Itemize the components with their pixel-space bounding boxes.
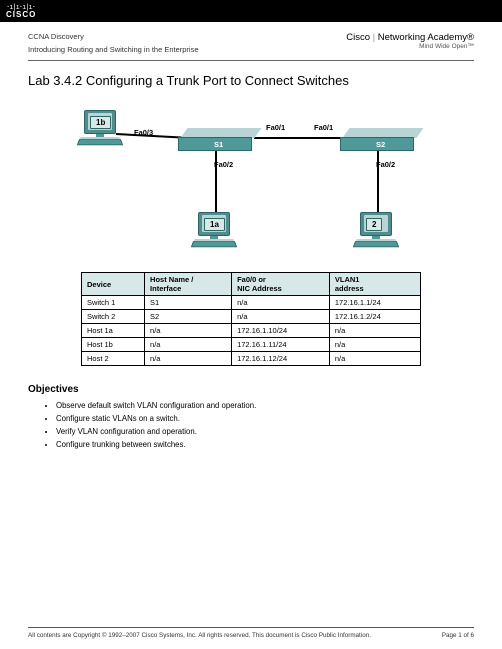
table-cell: n/a	[145, 324, 232, 338]
header-left: CCNA Discovery Introducing Routing and S…	[28, 32, 199, 54]
objective-item: Configure trunking between switches.	[56, 440, 474, 449]
switch-label: S1	[214, 140, 223, 149]
pc-label: 2	[366, 218, 382, 231]
top-bar: ·ı|ı·ı|ı· CISCO	[0, 0, 502, 22]
port-label: Fa0/2	[214, 160, 233, 169]
table-cell: 172.16.1.2/24	[329, 310, 420, 324]
table-row: Host 1an/a172.16.1.10/24n/a	[82, 324, 421, 338]
table-header: Fa0/0 orNIC Address	[232, 273, 330, 296]
table-cell: n/a	[232, 296, 330, 310]
table-row: Host 2n/a172.16.1.12/24n/a	[82, 352, 421, 366]
port-label: Fa0/3	[134, 128, 153, 137]
table-cell: Switch 2	[82, 310, 145, 324]
objectives-heading: Objectives	[28, 384, 474, 395]
table-cell: n/a	[232, 310, 330, 324]
table-cell: S1	[145, 296, 232, 310]
table-cell: n/a	[329, 338, 420, 352]
table-cell: Switch 1	[82, 296, 145, 310]
brand-tag: Mind Wide Open	[419, 43, 467, 50]
cisco-logo: ·ı|ı·ı|ı· CISCO	[6, 4, 36, 19]
table-cell: n/a	[145, 338, 232, 352]
header-row: CCNA Discovery Introducing Routing and S…	[28, 32, 474, 61]
table-cell: n/a	[329, 352, 420, 366]
table-cell: 172.16.1.10/24	[232, 324, 330, 338]
brand-right: Networking Academy	[378, 32, 467, 43]
table-cell: 172.16.1.12/24	[232, 352, 330, 366]
pc-label: 1a	[204, 218, 225, 231]
port-label: Fa0/2	[376, 160, 395, 169]
table-cell: S2	[145, 310, 232, 324]
table-cell: n/a	[329, 324, 420, 338]
objectives-list: Observe default switch VLAN configuratio…	[28, 401, 474, 449]
table-row: Host 1bn/a172.16.1.11/24n/a	[82, 338, 421, 352]
page-body: CCNA Discovery Introducing Routing and S…	[0, 22, 502, 449]
table-header: Device	[82, 273, 145, 296]
course-subtitle: Introducing Routing and Switching in the…	[28, 45, 199, 54]
objective-item: Configure static VLANs on a switch.	[56, 414, 474, 423]
objective-item: Verify VLAN configuration and operation.	[56, 427, 474, 436]
port-label: Fa0/1	[266, 123, 285, 132]
pc-label: 1b	[90, 116, 111, 129]
copyright: All contents are Copyright © 1992–2007 C…	[28, 632, 371, 639]
lab-title: Lab 3.4.2 Configuring a Trunk Port to Co…	[28, 73, 474, 88]
table-row: Switch 2S2n/a172.16.1.2/24	[82, 310, 421, 324]
course-name: CCNA Discovery	[28, 32, 199, 41]
brand-reg: ®	[467, 32, 474, 43]
switch-label: S2	[376, 140, 385, 149]
table-cell: Host 1a	[82, 324, 145, 338]
table-cell: n/a	[145, 352, 232, 366]
table-cell: 172.16.1.11/24	[232, 338, 330, 352]
table-header: VLAN1address	[329, 273, 420, 296]
objective-item: Observe default switch VLAN configuratio…	[56, 401, 474, 410]
table-cell: Host 2	[82, 352, 145, 366]
device-table: DeviceHost Name /InterfaceFa0/0 orNIC Ad…	[81, 272, 421, 366]
port-label: Fa0/1	[314, 123, 333, 132]
page-number: Page 1 of 6	[442, 632, 474, 639]
header-right: Cisco | Networking Academy® Mind Wide Op…	[346, 32, 474, 50]
brand-left: Cisco	[346, 32, 370, 43]
footer: All contents are Copyright © 1992–2007 C…	[28, 627, 474, 639]
table-cell: Host 1b	[82, 338, 145, 352]
topology-diagram: S1 S2 1b 1a 2 Fa0/3 Fa0/1 Fa0/1 Fa0/2 Fa0/2	[28, 98, 474, 258]
table-row: Switch 1S1n/a172.16.1.1/24	[82, 296, 421, 310]
device-table-wrap: DeviceHost Name /InterfaceFa0/0 orNIC Ad…	[28, 272, 474, 366]
table-cell: 172.16.1.1/24	[329, 296, 420, 310]
table-header: Host Name /Interface	[145, 273, 232, 296]
